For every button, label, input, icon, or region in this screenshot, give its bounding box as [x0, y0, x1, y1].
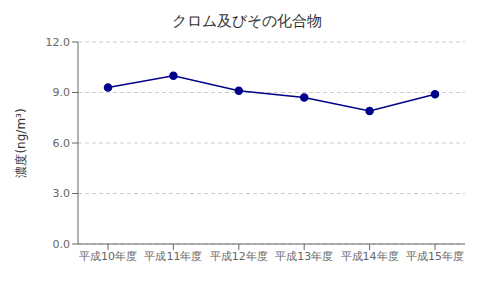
svg-text:平成12年度: 平成12年度 — [210, 250, 268, 263]
svg-text:12.0: 12.0 — [46, 36, 71, 49]
svg-text:0.0: 0.0 — [53, 238, 71, 251]
svg-text:6.0: 6.0 — [53, 137, 71, 150]
svg-text:平成10年度: 平成10年度 — [79, 250, 137, 263]
svg-text:平成11年度: 平成11年度 — [144, 250, 202, 263]
svg-text:平成15年度: 平成15年度 — [406, 250, 464, 263]
svg-text:9.0: 9.0 — [53, 86, 71, 99]
svg-text:3.0: 3.0 — [53, 187, 71, 200]
svg-text:濃度(ng/m³): 濃度(ng/m³) — [14, 108, 28, 177]
svg-text:平成13年度: 平成13年度 — [275, 250, 333, 263]
svg-text:平成14年度: 平成14年度 — [341, 250, 399, 263]
html-text:クロム及びその化合物: クロム及びその化合物 — [171, 12, 322, 30]
